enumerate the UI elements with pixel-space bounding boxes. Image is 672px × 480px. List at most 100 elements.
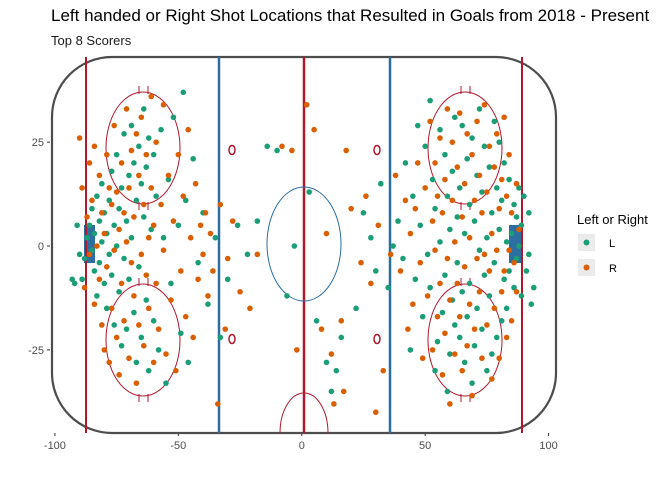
shot-point-l <box>469 380 475 386</box>
center-faceoff-circle <box>266 186 342 302</box>
shot-point-r <box>160 101 167 108</box>
shot-point-r <box>153 280 159 287</box>
shot-point-r <box>254 251 261 258</box>
shot-point-r <box>489 376 495 382</box>
shot-point-r <box>476 288 483 295</box>
shot-point-r <box>210 268 216 274</box>
shot-point-r <box>126 355 132 362</box>
referee-crease-arc <box>279 392 329 434</box>
shot-point-r <box>121 210 127 216</box>
shot-point-r <box>461 180 468 187</box>
shot-point-r <box>155 326 162 332</box>
shot-point-l <box>452 114 458 121</box>
shot-point-l <box>150 151 157 158</box>
shot-point-r <box>133 380 140 386</box>
shot-point-l <box>103 305 110 312</box>
shot-point-r <box>150 359 157 366</box>
shot-point-l <box>469 135 475 141</box>
shot-point-r <box>121 318 127 324</box>
shot-point-r <box>486 143 493 150</box>
shot-point-r <box>150 222 157 229</box>
x-tick-label: -50 <box>170 440 186 452</box>
shot-point-l <box>498 318 505 324</box>
shot-point-r <box>94 243 100 249</box>
neutral-faceoff-dot-top-right <box>373 144 381 156</box>
y-tick-label: 25 <box>32 137 44 149</box>
shot-point-r <box>459 214 466 220</box>
shot-point-r <box>328 351 335 357</box>
shot-point-l <box>353 305 359 312</box>
shot-point-r <box>442 176 448 183</box>
shot-point-r <box>503 334 510 341</box>
shot-point-l <box>481 272 488 278</box>
shot-point-r <box>469 151 475 158</box>
shot-point-l <box>143 297 150 303</box>
shot-point-r <box>412 205 419 212</box>
shot-point-l <box>195 259 201 266</box>
shot-point-l <box>133 197 140 204</box>
shot-point-r <box>91 143 98 150</box>
shot-point-l <box>190 155 196 162</box>
shot-point-r <box>111 122 117 129</box>
shot-point-r <box>279 143 285 150</box>
shot-point-r <box>170 218 177 224</box>
shot-point-l <box>439 309 446 316</box>
shot-point-r <box>237 288 243 295</box>
shot-point-l <box>491 118 498 125</box>
shot-point-l <box>402 160 409 166</box>
shot-point-r <box>417 259 424 266</box>
shot-point-r <box>454 280 461 287</box>
shot-point-r <box>373 409 379 416</box>
x-tick-label: 0 <box>299 440 305 452</box>
shot-point-l <box>234 222 241 229</box>
shot-point-r <box>202 210 209 216</box>
shot-point-l <box>493 185 500 191</box>
axes: -100 -50 0 50 100 -25 0 25 <box>28 137 558 452</box>
shot-point-r <box>195 276 201 283</box>
shot-point-r <box>338 318 345 324</box>
y-tick-label: 0 <box>38 241 44 253</box>
shot-point-r <box>131 293 137 299</box>
shot-point-r <box>160 247 167 253</box>
shot-point-r <box>91 301 98 308</box>
shot-point-l <box>168 280 174 287</box>
shot-point-l <box>126 172 132 179</box>
shot-point-l <box>136 143 142 150</box>
chart-subtitle: Top 8 Scorers <box>51 33 132 48</box>
shot-point-r <box>429 218 436 224</box>
shot-point-r <box>175 151 182 158</box>
y-tick-label: -25 <box>28 345 44 357</box>
shot-point-l <box>89 247 95 253</box>
shot-point-r <box>449 139 456 145</box>
shot-point-r <box>471 197 478 204</box>
shot-point-r <box>432 160 438 166</box>
shot-point-l <box>182 197 189 204</box>
shot-point-r <box>205 293 211 299</box>
shot-point-r <box>432 247 438 253</box>
shot-point-l <box>123 326 130 332</box>
shot-point-l <box>513 214 520 220</box>
shot-point-r <box>140 201 147 208</box>
shot-point-r <box>89 197 95 204</box>
shot-point-l <box>486 293 493 299</box>
shot-point-l <box>459 122 466 129</box>
shot-point-l <box>108 272 115 278</box>
shot-point-r <box>116 372 122 378</box>
shot-point-r <box>180 193 187 199</box>
shot-point-l <box>126 276 132 283</box>
shot-point-l <box>360 210 367 216</box>
shot-point-l <box>471 218 478 224</box>
shot-point-r <box>503 193 510 199</box>
shot-point-r <box>513 288 520 295</box>
shot-point-l <box>148 226 154 233</box>
shot-point-r <box>484 189 490 195</box>
shot-point-l <box>447 226 453 233</box>
shot-point-r <box>516 226 522 233</box>
shot-point-r <box>469 392 475 399</box>
shot-point-r <box>405 326 411 332</box>
shot-point-l <box>518 293 525 299</box>
shot-point-l <box>338 334 345 341</box>
shot-point-l <box>133 359 140 366</box>
shot-point-l <box>76 251 83 258</box>
